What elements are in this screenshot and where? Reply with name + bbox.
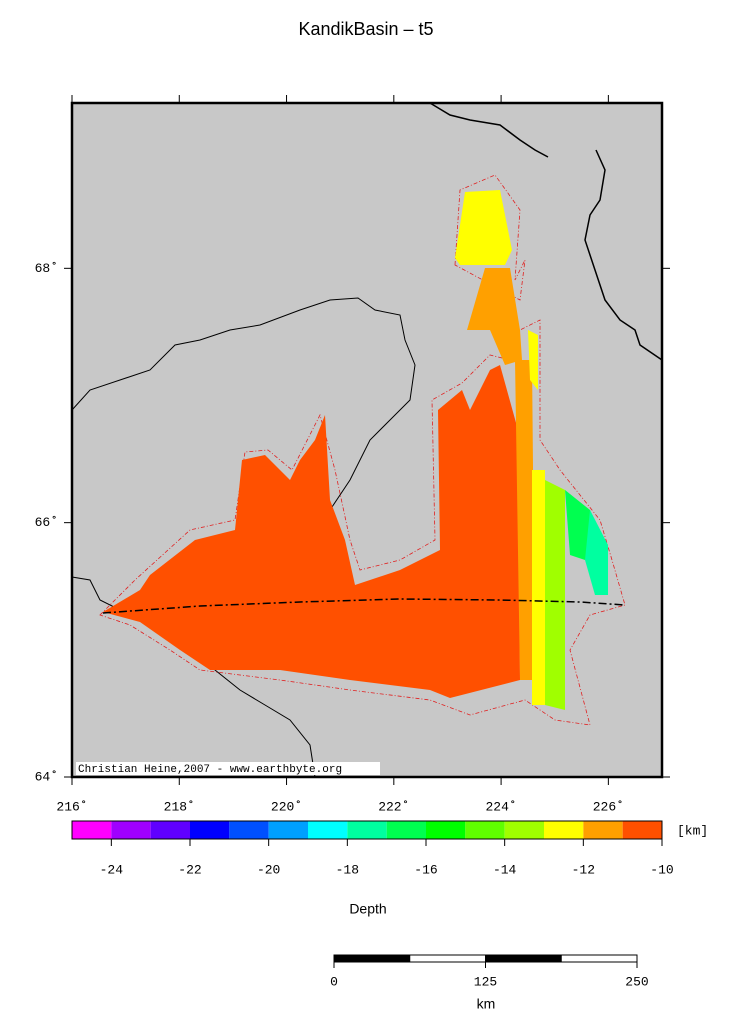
scalebar-tick-label: 125 [474,974,497,989]
x-tick-label: 226˚ [593,799,624,814]
colorbar-swatch [229,821,269,839]
depth-cell [455,190,512,265]
colorbar-unit: [km] [677,823,708,838]
depth-cell [545,480,565,710]
colorbar-swatch [386,821,426,839]
scalebar-tick-label: 250 [625,974,648,989]
colorbar-swatch [504,821,544,839]
y-tick-label: 64˚ [35,769,58,784]
depth-cell [585,510,608,595]
coast-north [429,102,549,158]
colorbar-tick-label: -14 [493,862,517,877]
colorbar-tick-label: -20 [257,862,280,877]
colorbar-swatch [347,821,387,839]
scalebar-label: km [477,996,496,1012]
colorbar-tick-label: -10 [650,862,673,877]
x-tick-label: 224˚ [485,799,516,814]
colorbar-swatch [426,821,466,839]
colorbar-swatch [268,821,308,839]
colorbar-outline [71,820,663,840]
profile-line [102,598,626,614]
colorbar-label: Depth [349,901,386,917]
x-tick-label: 220˚ [271,799,302,814]
colorbar-swatch [465,821,505,839]
scalebar-segment [409,954,486,963]
colorbar-swatch [583,821,623,839]
credit-box [76,762,380,775]
colorbar-swatch [622,821,662,839]
basin-outline [99,174,626,726]
colorbar-tick-label: -24 [100,862,124,877]
scalebar-segment [333,954,411,963]
colorbar-swatch [111,821,151,839]
colorbar-swatch [190,821,230,839]
colorbar-tick-label: -12 [572,862,595,877]
colorbar-tick-label: -18 [336,862,359,877]
credit: Christian Heine,2007 - www.earthbyte.org [78,764,342,776]
depth-cell [467,268,522,365]
x-tick-label: 218˚ [164,799,195,814]
colorbar-swatch [150,821,190,839]
colorbar-swatch [72,821,112,839]
depth-cell [103,365,520,698]
scalebar-segment [485,954,562,963]
map-frame [70,101,664,779]
y-tick-label: 66˚ [35,515,58,530]
scalebar-segment [560,954,638,963]
colorbar-swatch [544,821,584,839]
y-tick-label: 68˚ [35,261,58,276]
x-tick-label: 222˚ [378,799,409,814]
scalebar-tick-label: 0 [330,974,338,989]
river-east [584,149,663,361]
colorbar-tick-label: -16 [414,862,437,877]
depth-cell [528,330,538,390]
x-tick-label: 216˚ [56,799,87,814]
colorbar-swatch [308,821,348,839]
title: KandikBasin – t5 [298,19,433,39]
depth-cell [532,470,545,705]
colorbar-tick-label: -22 [178,862,201,877]
